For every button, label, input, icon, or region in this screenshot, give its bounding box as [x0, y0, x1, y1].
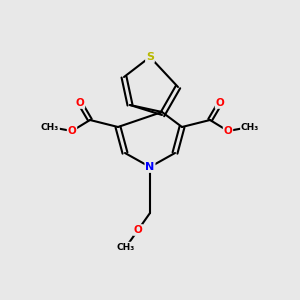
Text: O: O — [76, 98, 84, 108]
Text: O: O — [134, 225, 142, 235]
Text: O: O — [224, 126, 232, 136]
Text: S: S — [146, 52, 154, 62]
Text: O: O — [68, 126, 76, 136]
Text: CH₃: CH₃ — [41, 122, 59, 131]
Text: CH₃: CH₃ — [241, 122, 259, 131]
Text: CH₃: CH₃ — [117, 242, 135, 251]
Text: O: O — [216, 98, 224, 108]
Text: N: N — [146, 162, 154, 172]
